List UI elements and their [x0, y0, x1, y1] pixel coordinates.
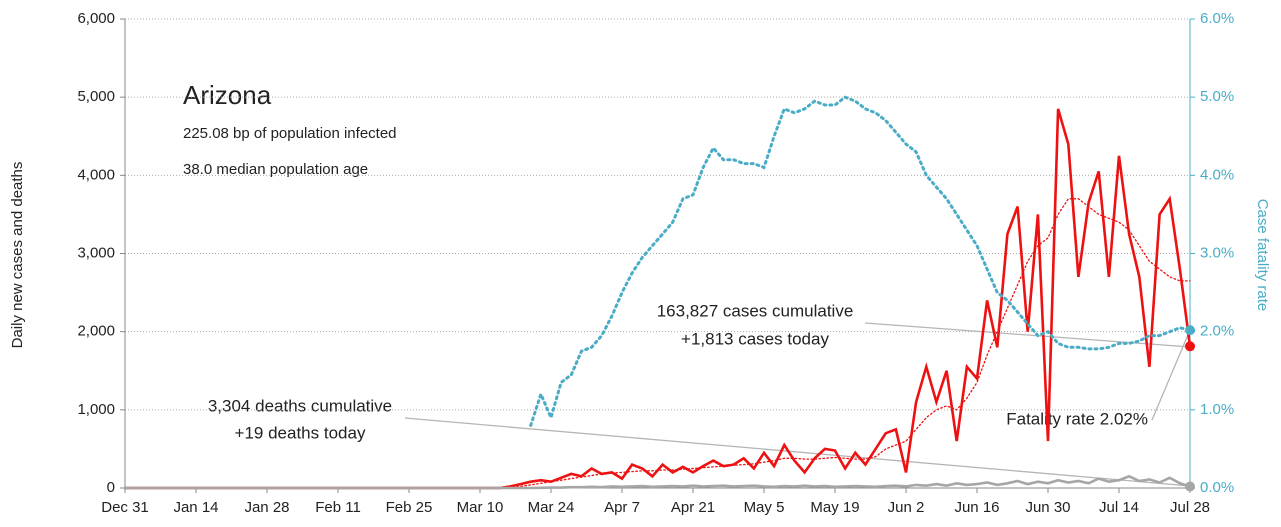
annotation: 3,304 deaths cumulative — [208, 396, 392, 415]
y2-tick-label: 5.0% — [1200, 88, 1234, 105]
y-axis-label: Daily new cases and deaths — [9, 162, 26, 349]
end-point — [1185, 341, 1195, 352]
y-tick-label: 0 — [107, 479, 115, 496]
leader-line — [1151, 329, 1191, 421]
y2-tick-label: 0.0% — [1200, 479, 1234, 496]
y-tick-label: 1,000 — [77, 401, 115, 418]
x-tick-label: Jan 14 — [173, 499, 218, 516]
x-tick-label: Jan 28 — [244, 499, 289, 516]
y2-tick-label: 4.0% — [1200, 166, 1234, 183]
x-tick-label: Jun 16 — [954, 499, 999, 516]
y2-axis-label: Case fatality rate — [1254, 199, 1271, 312]
x-tick-label: Jun 30 — [1025, 499, 1070, 516]
x-tick-label: Apr 7 — [604, 499, 640, 516]
y-tick-label: 2,000 — [77, 323, 115, 340]
x-tick-label: May 19 — [810, 499, 859, 516]
x-tick-label: Mar 24 — [528, 499, 575, 516]
series-line — [124, 198, 1191, 489]
x-tick-label: May 5 — [744, 499, 785, 516]
y-tick-label: 4,000 — [77, 166, 115, 183]
annotation: 163,827 cases cumulative — [657, 301, 854, 320]
y-tick-label: 5,000 — [77, 88, 115, 105]
annotation: +19 deaths today — [235, 423, 366, 442]
subtitle: 225.08 bp of population infected — [183, 125, 397, 142]
series-line — [123, 474, 1192, 490]
annotation: Fatality rate 2.02% — [1006, 409, 1148, 428]
leader-line — [404, 417, 1191, 487]
x-tick-label: Dec 31 — [101, 499, 149, 516]
y2-tick-label: 3.0% — [1200, 244, 1234, 261]
x-tick-label: Mar 10 — [457, 499, 504, 516]
y-tick-label: 3,000 — [77, 244, 115, 261]
x-tick-label: Feb 25 — [386, 499, 433, 516]
x-tick-label: Jul 14 — [1099, 499, 1139, 516]
x-tick-label: Jun 2 — [888, 499, 925, 516]
x-tick-label: Apr 21 — [671, 499, 715, 516]
series-line — [529, 95, 1192, 427]
x-tick-label: Jul 28 — [1170, 499, 1210, 516]
y2-tick-label: 1.0% — [1200, 401, 1234, 418]
end-point — [1185, 325, 1195, 336]
x-tick-label: Feb 11 — [315, 499, 361, 516]
chart-title: Arizona — [183, 80, 272, 110]
y2-tick-label: 6.0% — [1200, 10, 1234, 27]
annotation: +1,813 cases today — [681, 329, 829, 348]
y-tick-label: 6,000 — [77, 10, 115, 27]
subtitle: 38.0 median population age — [183, 161, 368, 178]
end-point — [1185, 481, 1195, 492]
y2-tick-label: 2.0% — [1200, 323, 1234, 340]
